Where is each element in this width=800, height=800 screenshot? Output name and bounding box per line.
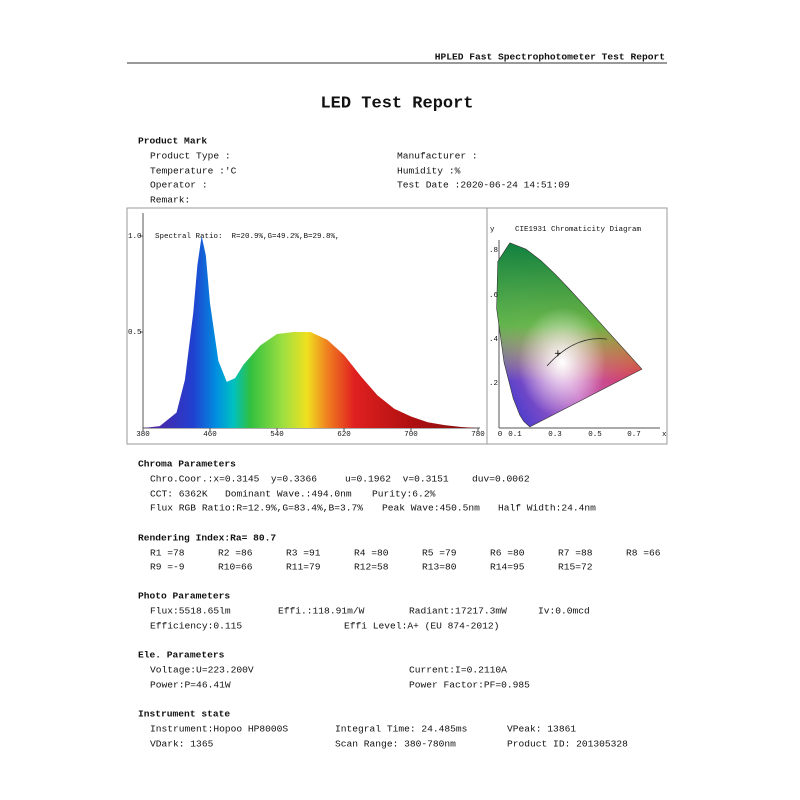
field-text: R1 =78 — [150, 548, 185, 559]
field-text: Radiant:17217.3mW — [409, 606, 507, 617]
cie-diagram: CIE1931 Chromaticity Diagram y x 0 0.1 0.3 0.5… — [489, 226, 667, 439]
cie-x-tick-label: 0.1 — [508, 431, 522, 439]
field-text: Test Date :2020-06-24 14:51:09 — [397, 180, 570, 191]
field-text: R9 =-9 — [150, 562, 185, 573]
field-text: Chro.Coor.:x=0.3145 y=0.3366 — [150, 474, 317, 485]
field-text: R13=80 — [422, 562, 457, 573]
section-heading: Rendering Index:Ra= 80.7 — [138, 533, 276, 544]
field-text: Integral Time: 24.485ms — [335, 724, 467, 735]
cie-y-tick-label: .8 — [489, 247, 498, 255]
section-heading: Chroma Parameters — [138, 459, 236, 470]
test-point — [554, 350, 561, 357]
y-tick-label: 1.0 — [128, 233, 142, 241]
field-text: Effi Level:A+ (EU 874-2012) — [344, 621, 499, 632]
x-tick-label: 380 — [136, 431, 150, 439]
field-text: Efficiency:0.115 — [150, 621, 242, 632]
x-tick-label: 780 — [471, 431, 485, 439]
field-text: Operator : — [150, 180, 208, 191]
cie-x-tick-label: 0 — [498, 431, 503, 439]
field-text: R3 =91 — [286, 548, 321, 559]
chart-frame — [126, 207, 668, 445]
report-header: HPLED Fast Spectrophotometer Test Report — [435, 52, 665, 63]
cie-y-tick-label: .4 — [489, 336, 499, 344]
report-title: LED Test Report — [320, 94, 473, 113]
x-tick-label: 620 — [337, 431, 351, 439]
field-text: VPeak: 13861 — [507, 724, 576, 735]
field-text: u=0.1962 v=0.3151 — [345, 474, 449, 485]
x-tick-label: 460 — [203, 431, 217, 439]
field-text: Purity:6.2% — [372, 489, 436, 500]
x-tick-label: 700 — [404, 431, 418, 439]
field-text: Dominant Wave.:494.0nm — [225, 489, 352, 500]
chart-annotation: Spectral Ratio: R=20.9%,G=49.2%,B=29.8%, — [155, 233, 340, 241]
field-text: Temperature :'C — [150, 166, 237, 177]
section-heading: Photo Parameters — [138, 591, 230, 602]
field-text: Remark: — [150, 195, 190, 206]
field-text: Half Width:24.4nm — [498, 503, 596, 514]
field-text: Product Type : — [150, 151, 231, 162]
field-text: duv=0.0062 — [472, 474, 530, 485]
field-text: R6 =80 — [490, 548, 525, 559]
field-text: Product ID: 201305328 — [507, 739, 628, 750]
field-text: R2 =86 — [218, 548, 253, 559]
field-text: R11=79 — [286, 562, 321, 573]
field-text: R7 =88 — [558, 548, 593, 559]
section-heading: Product Mark — [138, 136, 207, 147]
field-text: Iv:0.0mcd — [538, 606, 590, 617]
spectrum-area — [143, 236, 478, 428]
cie-gamut — [496, 242, 642, 427]
field-text: R10=66 — [218, 562, 253, 573]
field-text: Manufacturer : — [397, 151, 478, 162]
field-text: R8 =66 — [626, 548, 661, 559]
field-text: CCT: 6362K — [150, 489, 208, 500]
cie-y-tick-label: .6 — [489, 292, 499, 300]
section-heading: Ele. Parameters — [138, 650, 225, 661]
field-text: Scan Range: 380-780nm — [335, 739, 456, 750]
cie-y-tick-label: .2 — [489, 380, 498, 388]
field-text: Voltage:U=223.200V — [150, 665, 254, 676]
cie-y-label: y — [490, 226, 495, 234]
field-text: Power Factor:PF=0.985 — [409, 680, 530, 691]
y-tick-label: 0.5 — [128, 329, 142, 337]
cie-title: CIE1931 Chromaticity Diagram — [515, 226, 642, 234]
cie-x-tick-label: 0.7 — [627, 431, 641, 439]
cie-x-tick-label: 0.5 — [588, 431, 602, 439]
field-text: R12=58 — [354, 562, 389, 573]
x-tick-label: 540 — [270, 431, 284, 439]
field-text: Effi.:118.91m/W — [278, 606, 365, 617]
field-text: R15=72 — [558, 562, 593, 573]
field-text: VDark: 1365 — [150, 739, 214, 750]
field-text: Humidity :% — [397, 166, 461, 177]
cie-x-label: x — [662, 431, 667, 439]
field-text: Flux:5518.65lm — [150, 606, 231, 617]
field-text: Current:I=0.2110A — [409, 665, 507, 676]
field-text: R4 =80 — [354, 548, 389, 559]
field-text: R14=95 — [490, 562, 525, 573]
field-text: Peak Wave:450.5nm — [382, 503, 480, 514]
cie-x-tick-label: 0.3 — [548, 431, 562, 439]
cie-outline — [496, 242, 643, 428]
field-text: R5 =79 — [422, 548, 457, 559]
section-heading: Instrument state — [138, 709, 230, 720]
field-text: Flux RGB Ratio:R=12.9%,G=83.4%,B=3.7% — [150, 503, 363, 514]
field-text: Power:P=46.41W — [150, 680, 231, 691]
planckian-locus — [546, 338, 608, 367]
field-text: Instrument:Hopoo HP8000S — [150, 724, 288, 735]
